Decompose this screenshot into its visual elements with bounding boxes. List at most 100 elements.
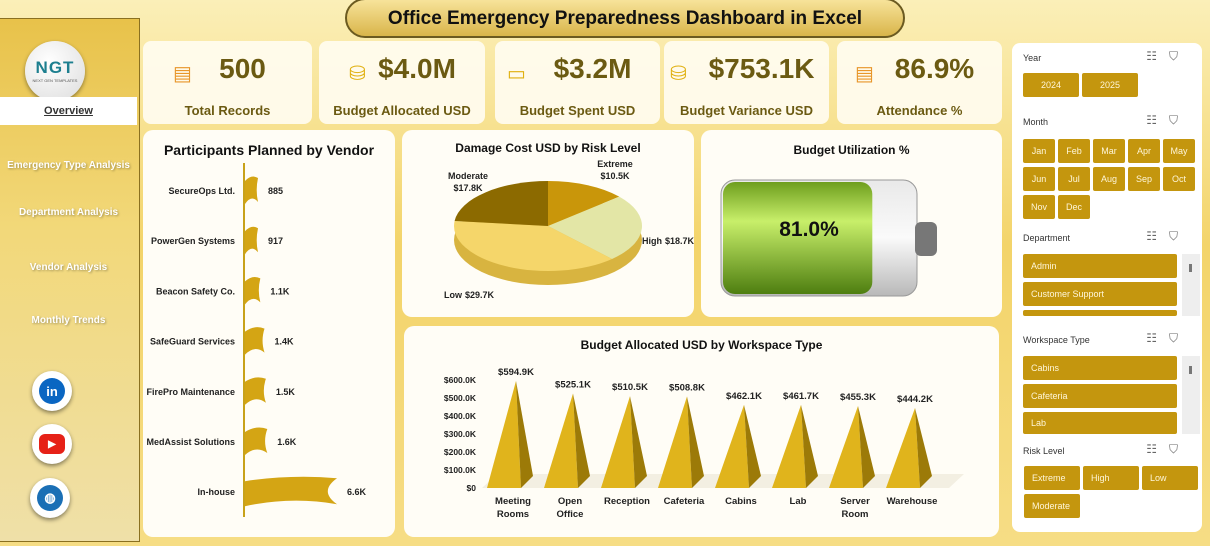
slicer-workspace-lab[interactable]: Lab (1023, 412, 1177, 434)
slicer-department-controls[interactable]: ☷⛉ (1146, 229, 1190, 244)
slicer-department-customer-support[interactable]: Customer Support (1023, 282, 1177, 306)
slicer-panel: Year ☷⛉ 2024 2025 Month ☷⛉ Jan Feb Mar Apr M… (1012, 43, 1202, 532)
clear-filter-icon[interactable]: ⛉ (1168, 113, 1190, 127)
slicer-workspace-cabins[interactable]: Cabins (1023, 356, 1177, 380)
multiselect-icon[interactable]: ☷ (1146, 442, 1169, 456)
multiselect-icon[interactable]: ☷ (1146, 49, 1169, 63)
slicer-month-feb[interactable]: Feb (1058, 139, 1090, 163)
slicer-month-may[interactable]: May (1163, 139, 1195, 163)
slicer-workspace-cafeteria[interactable]: Cafeteria (1023, 384, 1177, 408)
multiselect-icon[interactable]: ☷ (1146, 331, 1169, 345)
slicer-risk-moderate[interactable]: Moderate (1024, 494, 1080, 518)
slicer-year-title: Year (1023, 53, 1042, 63)
slicer-year-2025[interactable]: 2025 (1082, 73, 1138, 97)
kpi-label: Budget Spent USD (519, 103, 636, 118)
pie-value-label: $17.8K (453, 183, 483, 193)
bar-value-label: $462.1K (726, 391, 762, 402)
slicer-month-jun[interactable]: Jun (1023, 167, 1055, 191)
y-tick-label: $200.0K (444, 447, 477, 457)
pie-slice-moderate (454, 181, 548, 226)
vendor-bar (245, 476, 337, 507)
multiselect-icon[interactable]: ☷ (1146, 113, 1169, 127)
vendor-chart-card: Participants Planned by Vendor SecureOps… (143, 130, 395, 537)
clear-filter-icon[interactable]: ⛉ (1168, 331, 1190, 345)
vendor-bar (245, 377, 266, 405)
website-button[interactable]: ◍ (30, 478, 70, 518)
linkedin-button[interactable]: in (32, 371, 72, 411)
vendor-label: Beacon Safety Co. (156, 286, 235, 296)
pie-value-label: $18.7K (665, 236, 694, 246)
kpi-budget-variance: ⛁ $753.1K Budget Variance USD (664, 41, 829, 124)
bar-pyramid (886, 408, 920, 488)
kpi-value: $4.0M (378, 53, 456, 84)
document-icon: ▤ (855, 63, 874, 85)
multiselect-icon[interactable]: ☷ (1146, 229, 1169, 243)
gauge-title: Budget Utilization % (793, 143, 910, 157)
x-tick-label: Cabins (725, 496, 757, 507)
slicer-month-jan[interactable]: Jan (1023, 139, 1055, 163)
kpi-label: Budget Variance USD (680, 103, 813, 118)
x-tick-label: Server Room (840, 496, 870, 520)
clear-filter-icon[interactable]: ⛉ (1168, 49, 1190, 63)
y-tick-label: $100.0K (444, 465, 477, 475)
vendor-label: SafeGuard Services (150, 337, 235, 347)
bar-pyramid (544, 393, 578, 488)
clear-filter-icon[interactable]: ⛉ (1168, 442, 1190, 456)
bar-value-label: $525.1K (555, 379, 591, 390)
cash-icon: ▭ (507, 63, 526, 85)
slicer-risk-high[interactable]: High (1083, 466, 1139, 490)
sidebar: NGT NEXT GEN TEMPLATES Overview Emergency… (0, 18, 140, 542)
nav-emergency-type-analysis[interactable]: Emergency Type Analysis (7, 160, 130, 171)
slicer-risk-low[interactable]: Low (1142, 466, 1198, 490)
slicer-month-nov[interactable]: Nov (1023, 195, 1055, 219)
x-tick-label: Reception (604, 496, 650, 507)
bar-value-label: $594.9K (498, 367, 534, 378)
slicer-month-jul[interactable]: Jul (1058, 167, 1090, 191)
kpi-value: 86.9% (894, 53, 975, 84)
slicer-month-oct[interactable]: Oct (1163, 167, 1195, 191)
vendor-value-label: 1.1K (270, 286, 290, 296)
bar-pyramid (601, 396, 635, 488)
slicer-month-controls[interactable]: ☷⛉ (1146, 113, 1190, 128)
slicer-workspace-scrollbar[interactable] (1182, 356, 1200, 434)
nav-monthly-trends[interactable]: Monthly Trends (31, 315, 106, 326)
x-tick-label: Lab (790, 496, 807, 507)
slicer-month-mar[interactable]: Mar (1093, 139, 1125, 163)
vendor-value-label: 6.6K (347, 487, 367, 497)
slicer-month-apr[interactable]: Apr (1128, 139, 1160, 163)
kpi-budget-spent: ▭ $3.2M Budget Spent USD (495, 41, 660, 124)
youtube-button[interactable]: ▶ (32, 424, 72, 464)
slicer-risk-extreme[interactable]: Extreme (1024, 466, 1080, 490)
bar-pyramid (772, 404, 806, 488)
slicer-department-scrollbar[interactable] (1182, 254, 1200, 316)
slicer-risk-controls[interactable]: ☷⛉ (1146, 442, 1190, 457)
nav-vendor-analysis[interactable]: Vendor Analysis (29, 262, 108, 273)
nav-overview[interactable]: Overview (0, 97, 137, 125)
vendor-value-label: 1.6K (277, 437, 297, 447)
slicer-year-controls[interactable]: ☷⛉ (1146, 49, 1190, 64)
slicer-month-aug[interactable]: Aug (1093, 167, 1125, 191)
nav-department-analysis[interactable]: Department Analysis (18, 207, 119, 218)
vendor-value-label: 1.5K (276, 387, 296, 397)
vendor-label: In-house (198, 487, 236, 497)
slicer-department-title: Department (1023, 233, 1071, 243)
kpi-label: Budget Allocated USD (333, 103, 471, 118)
clear-filter-icon[interactable]: ⛉ (1168, 229, 1190, 243)
slicer-department-admin[interactable]: Admin (1023, 254, 1177, 278)
vendor-bar (245, 327, 265, 355)
y-tick-label: $500.0K (444, 393, 477, 403)
vendor-label: PowerGen Systems (151, 236, 235, 246)
battery-gauge: 81.0% (720, 179, 937, 297)
slicer-year-2024[interactable]: 2024 (1023, 73, 1079, 97)
bar-pyramid-side (858, 406, 875, 488)
pie-chart-card: Damage Cost USD by Risk Level Extreme $10… (402, 130, 694, 317)
vendor-label: FirePro Maintenance (146, 387, 235, 397)
slicer-month-dec[interactable]: Dec (1058, 195, 1090, 219)
bar-chart: $0 $100.0K $200.0K $300.0K $400.0K $500.0K $60… (444, 367, 964, 520)
slicer-workspace-controls[interactable]: ☷⛉ (1146, 331, 1190, 346)
slicer-department-next[interactable] (1023, 310, 1177, 316)
vendor-label: SecureOps Ltd. (168, 186, 235, 196)
slicer-month-sep[interactable]: Sep (1128, 167, 1160, 191)
vendor-bar (245, 226, 258, 255)
y-tick-label: $0 (467, 483, 477, 493)
